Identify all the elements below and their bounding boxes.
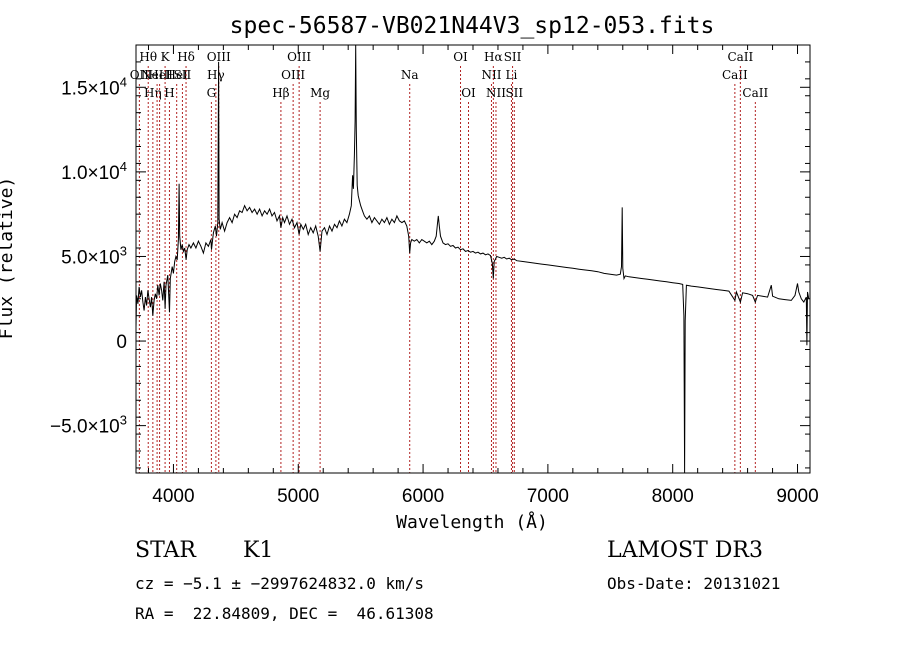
redshift-readout: cz = −5.1 ± −2997624832.0 km/s [135, 574, 424, 593]
spectral-line-label: Hη [144, 86, 162, 100]
spectral-line-label: Mg [310, 86, 330, 100]
spectral-line-label: OI [461, 86, 476, 100]
y-tick-label: 5.0×103 [61, 243, 127, 268]
spectral-line-label: SII [505, 86, 523, 100]
x-axis: 4000 5000 6000 7000 8000 9000 [147, 45, 819, 507]
coordinates-readout: RA = 22.84809, DEC = 46.61308 [135, 604, 434, 623]
y-tick-exponent: 3 [120, 243, 127, 258]
spectral-line-label: OII [130, 68, 150, 82]
y-tick-label: 1.0×104 [61, 159, 127, 184]
spectral-line-label: HeI [166, 68, 189, 82]
x-tick-label: 5000 [277, 486, 319, 507]
y-tick-exponent: 4 [120, 74, 127, 89]
x-tick-label: 6000 [402, 486, 444, 507]
spectral-line-markers: OIIHθHηNeIIIHeIKHHeISIIHδGHγOIIIHβOIIIOI… [130, 50, 768, 473]
spectral-line-label: SII [174, 68, 192, 82]
x-axis-label: Wavelength (Å) [396, 511, 548, 533]
spectral-line-label: Li [506, 68, 518, 82]
spectral-line-label: CaII [742, 86, 768, 100]
spectral-line-label: SII [504, 50, 522, 64]
spectral-line-label: OIII [281, 68, 305, 82]
spectral-line-label: Hα [484, 50, 503, 64]
chart-title: spec-56587-VB021N44V3_sp12-053.fits [230, 13, 715, 39]
spectral-line-label: CaII [722, 68, 748, 82]
x-tick-label: 7000 [527, 486, 569, 507]
y-tick-mantissa: −5.0×10 [50, 417, 120, 438]
y-tick-label: 0 [116, 332, 127, 353]
spectral-line-label: Hγ [207, 68, 225, 82]
plot-frame [135, 44, 811, 474]
y-tick-mantissa: 1.5×10 [61, 78, 120, 99]
spectral-line-label: OIII [207, 50, 231, 64]
observation-date: Obs-Date: 20131021 [607, 574, 781, 593]
spectral-line-label: NII [486, 86, 506, 100]
x-tick-label: 8000 [652, 486, 694, 507]
y-tick-mantissa: 5.0×10 [61, 247, 120, 268]
x-tick-label: 9000 [776, 486, 818, 507]
spectral-line-label: H [164, 86, 174, 100]
spectral-line-label: NII [481, 68, 501, 82]
spectral-line-label: Hβ [272, 86, 289, 100]
spectral-line-label: G [207, 86, 217, 100]
spectral-line-label: CaII [727, 50, 753, 64]
y-tick-label: −5.0×103 [50, 413, 127, 438]
spectrum-series-line [135, 44, 810, 474]
object-subclass: K1 [243, 538, 274, 563]
x-tick-label: 4000 [152, 486, 194, 507]
spectral-line-label: Hθ [139, 50, 157, 64]
spectral-line-label: OIII [287, 50, 311, 64]
y-tick-mantissa: 0 [116, 332, 127, 353]
object-class: STAR [135, 538, 196, 563]
spectral-line-label: Na [401, 68, 419, 82]
y-tick-label: 1.5×104 [61, 74, 127, 99]
survey-label: LAMOST DR3 [607, 538, 763, 563]
y-tick-exponent: 4 [120, 159, 127, 174]
y-tick-exponent: 3 [120, 413, 127, 428]
y-tick-mantissa: 1.0×10 [61, 163, 120, 184]
spectral-line-label: K [161, 50, 171, 64]
y-axis-label: Flux (relative) [0, 177, 17, 340]
spectral-line-label: OI [453, 50, 468, 64]
spectral-line-label: Hδ [177, 50, 195, 64]
